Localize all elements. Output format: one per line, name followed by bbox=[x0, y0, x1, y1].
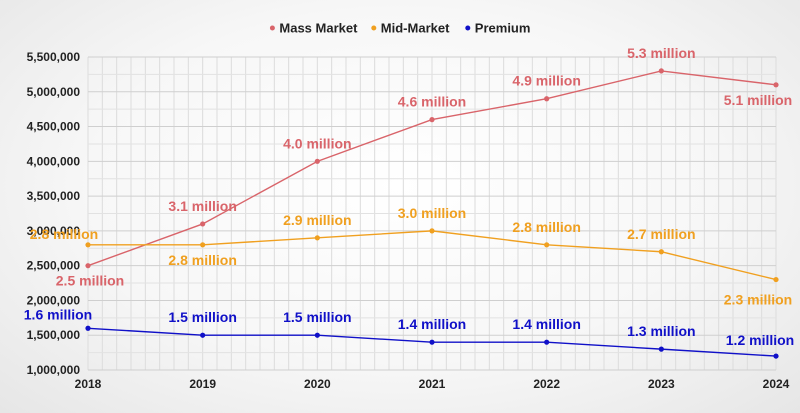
data-point[interactable] bbox=[314, 332, 320, 338]
data-label: 1.4 million bbox=[398, 316, 466, 332]
data-label: 2.7 million bbox=[627, 226, 695, 242]
y-tick-label: 2,000,000 bbox=[27, 293, 81, 307]
data-point[interactable] bbox=[544, 339, 550, 345]
legend-label: Mid-Market bbox=[381, 21, 450, 36]
data-label: 4.0 million bbox=[283, 135, 351, 151]
data-point[interactable] bbox=[200, 332, 206, 338]
data-label: 2.5 million bbox=[56, 273, 124, 289]
data-label: 2.8 million bbox=[30, 226, 98, 242]
data-label: 1.5 million bbox=[168, 309, 236, 325]
data-point[interactable] bbox=[314, 158, 320, 164]
legend[interactable]: Mass Market Mid-Market Premium bbox=[269, 21, 531, 36]
data-point[interactable] bbox=[658, 68, 664, 74]
x-tick-label: 2022 bbox=[533, 377, 560, 391]
data-labels: 2.5 million 3.1 million 4.0 million 4.6 mil… bbox=[24, 45, 794, 348]
data-point[interactable] bbox=[85, 325, 91, 331]
data-label: 2.8 million bbox=[512, 219, 580, 235]
data-point[interactable] bbox=[544, 242, 550, 248]
x-tick-label: 2021 bbox=[419, 377, 446, 391]
y-tick-label: 5,000,000 bbox=[27, 85, 81, 99]
data-point[interactable] bbox=[85, 242, 91, 248]
legend-marker bbox=[465, 25, 471, 31]
y-tick-label: 1,000,000 bbox=[27, 363, 81, 377]
data-point[interactable] bbox=[773, 353, 779, 359]
data-point[interactable] bbox=[200, 221, 206, 227]
series bbox=[85, 68, 779, 359]
legend-item[interactable]: Mid-Market bbox=[371, 21, 450, 36]
x-tick-label: 2023 bbox=[648, 377, 675, 391]
data-label: 2.8 million bbox=[168, 252, 236, 268]
data-label: 2.3 million bbox=[724, 292, 792, 308]
y-tick-label: 5,500,000 bbox=[27, 50, 81, 64]
data-label: 1.4 million bbox=[512, 316, 580, 332]
data-point[interactable] bbox=[544, 96, 550, 102]
data-label: 2.9 million bbox=[283, 212, 351, 228]
y-tick-label: 1,500,000 bbox=[27, 328, 81, 342]
grid bbox=[87, 56, 777, 371]
data-point[interactable] bbox=[429, 339, 435, 345]
legend-label: Mass Market bbox=[279, 21, 358, 36]
legend-item[interactable]: Premium bbox=[465, 21, 530, 36]
data-point[interactable] bbox=[658, 249, 664, 255]
y-tick-label: 3,500,000 bbox=[27, 189, 81, 203]
x-tick-label: 2020 bbox=[304, 377, 331, 391]
y-tick-label: 2,500,000 bbox=[27, 259, 81, 273]
data-label: 1.6 million bbox=[24, 306, 92, 322]
data-label: 4.9 million bbox=[512, 73, 580, 89]
data-label: 4.6 million bbox=[398, 94, 466, 110]
data-point[interactable] bbox=[85, 263, 91, 269]
data-point[interactable] bbox=[658, 346, 664, 352]
legend-marker bbox=[269, 25, 275, 31]
data-label: 1.5 million bbox=[283, 309, 351, 325]
data-point[interactable] bbox=[314, 235, 320, 241]
y-tick-label: 4,500,000 bbox=[27, 120, 81, 134]
x-tick-label: 2018 bbox=[75, 377, 102, 391]
data-label: 1.2 million bbox=[726, 332, 794, 348]
legend-item[interactable]: Mass Market bbox=[269, 21, 358, 36]
axes: 1,000,000 1,500,000 2,000,000 2,500,000 3,00… bbox=[27, 50, 790, 391]
x-tick-label: 2019 bbox=[189, 377, 216, 391]
data-label: 3.1 million bbox=[168, 198, 236, 214]
data-label: 5.3 million bbox=[627, 45, 695, 61]
data-label: 1.3 million bbox=[627, 323, 695, 339]
x-tick-label: 2024 bbox=[763, 377, 790, 391]
data-label: 5.1 million bbox=[724, 92, 792, 108]
y-tick-label: 3,000,000 bbox=[27, 224, 81, 238]
data-point[interactable] bbox=[429, 117, 435, 123]
data-label: 3.0 million bbox=[398, 205, 466, 221]
data-point[interactable] bbox=[773, 82, 779, 88]
data-point[interactable] bbox=[429, 228, 435, 234]
data-point[interactable] bbox=[200, 242, 206, 248]
legend-marker bbox=[371, 25, 377, 31]
data-point[interactable] bbox=[773, 276, 779, 283]
legend-label: Premium bbox=[475, 21, 531, 36]
y-tick-label: 4,000,000 bbox=[27, 154, 81, 168]
